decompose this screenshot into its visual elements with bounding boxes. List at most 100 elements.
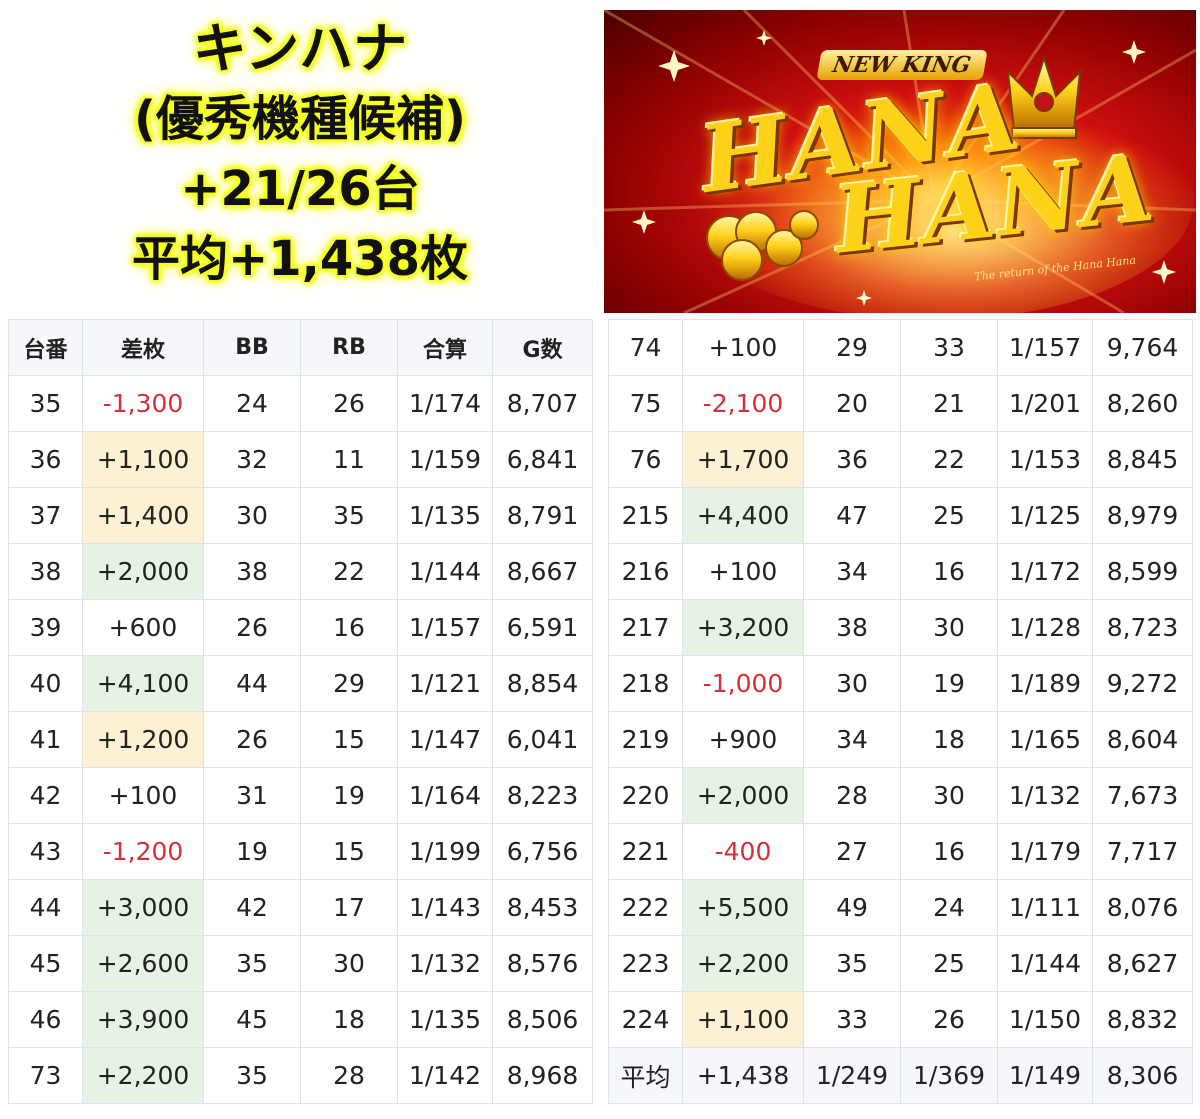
- cell-combined-rate: 1/157: [997, 319, 1093, 376]
- table-row: 222 +5,500 49 24 1/111 8,076: [608, 879, 1193, 936]
- cell-game-count: 7,717: [1092, 823, 1193, 880]
- cell-machine-number: 43: [8, 823, 83, 880]
- cell-machine-number: 45: [8, 935, 83, 992]
- cell-rb-count: 22: [300, 543, 398, 600]
- cell-combined-rate: 1/149: [997, 1047, 1093, 1104]
- cell-difference: +100: [82, 767, 204, 824]
- cell-difference: +1,100: [82, 431, 204, 488]
- cell-difference: +100: [682, 543, 804, 600]
- cell-machine-number: 73: [8, 1047, 83, 1104]
- cell-combined-rate: 1/153: [997, 431, 1093, 488]
- cell-bb-count: 44: [203, 655, 301, 712]
- cell-difference: -2,100: [682, 375, 804, 432]
- cell-rb-count: 15: [300, 823, 398, 880]
- cell-machine-number: 75: [608, 375, 683, 432]
- cell-rb-count: 30: [900, 767, 998, 824]
- header-difference: 差枚: [82, 319, 204, 376]
- cell-bb-count: 38: [203, 543, 301, 600]
- cell-game-count: 8,306: [1092, 1047, 1193, 1104]
- title-average: 平均+1,438枚: [131, 231, 469, 287]
- table-row: 41 +1,200 26 15 1/147 6,041: [8, 711, 593, 768]
- title-category: (優秀機種候補): [134, 91, 466, 147]
- cell-rb-count: 30: [900, 599, 998, 656]
- hibiscus-flower-icon: [706, 210, 819, 281]
- cell-machine-number: 223: [608, 935, 683, 992]
- cell-game-count: 8,506: [492, 991, 593, 1048]
- cell-difference: +4,100: [82, 655, 204, 712]
- cell-bb-count: 29: [803, 319, 901, 376]
- header-games: G数: [492, 319, 593, 376]
- cell-combined-rate: 1/144: [397, 543, 493, 600]
- table-row: 39 +600 26 16 1/157 6,591: [8, 599, 593, 656]
- cell-machine-number: 221: [608, 823, 683, 880]
- cell-game-count: 8,979: [1092, 487, 1193, 544]
- cell-machine-number: 46: [8, 991, 83, 1048]
- table-row: 44 +3,000 42 17 1/143 8,453: [8, 879, 593, 936]
- cell-difference: -400: [682, 823, 804, 880]
- cell-rb-count: 1/369: [900, 1047, 998, 1104]
- cell-game-count: 8,599: [1092, 543, 1193, 600]
- cell-combined-rate: 1/135: [397, 487, 493, 544]
- table-row: 219 +900 34 18 1/165 8,604: [608, 711, 1193, 768]
- cell-combined-rate: 1/143: [397, 879, 493, 936]
- average-row: 平均 +1,438 1/249 1/369 1/149 8,306: [608, 1047, 1193, 1104]
- cell-rb-count: 29: [300, 655, 398, 712]
- table-row: 224 +1,100 33 26 1/150 8,832: [608, 991, 1193, 1048]
- table-header-row: 台番 差枚 BB RB 合算 G数: [8, 319, 593, 376]
- cell-bb-count: 33: [803, 991, 901, 1048]
- table-row: 36 +1,100 32 11 1/159 6,841: [8, 431, 593, 488]
- cell-bb-count: 24: [203, 375, 301, 432]
- table-row: 217 +3,200 38 30 1/128 8,723: [608, 599, 1193, 656]
- cell-combined-rate: 1/199: [397, 823, 493, 880]
- cell-machine-number: 76: [608, 431, 683, 488]
- cell-game-count: 8,968: [492, 1047, 593, 1104]
- cell-difference: +1,438: [682, 1047, 804, 1104]
- cell-machine-number: 216: [608, 543, 683, 600]
- cell-machine-number: 40: [8, 655, 83, 712]
- cell-game-count: 8,845: [1092, 431, 1193, 488]
- table-row: 218 -1,000 30 19 1/189 9,272: [608, 655, 1193, 712]
- cell-rb-count: 25: [900, 487, 998, 544]
- cell-game-count: 8,223: [492, 767, 593, 824]
- cell-game-count: 7,673: [1092, 767, 1193, 824]
- cell-game-count: 8,576: [492, 935, 593, 992]
- cell-game-count: 8,832: [1092, 991, 1193, 1048]
- header-combined: 合算: [397, 319, 493, 376]
- cell-combined-rate: 1/128: [997, 599, 1093, 656]
- cell-bb-count: 1/249: [803, 1047, 901, 1104]
- cell-rb-count: 16: [900, 823, 998, 880]
- cell-machine-number: 37: [8, 487, 83, 544]
- table-row: 37 +1,400 30 35 1/135 8,791: [8, 487, 593, 544]
- table-row: 46 +3,900 45 18 1/135 8,506: [8, 991, 593, 1048]
- cell-game-count: 8,854: [492, 655, 593, 712]
- cell-difference: +1,200: [82, 711, 204, 768]
- table-row: 220 +2,000 28 30 1/132 7,673: [608, 767, 1193, 824]
- cell-game-count: 9,272: [1092, 655, 1193, 712]
- cell-machine-number: 35: [8, 375, 83, 432]
- table-row: 38 +2,000 38 22 1/144 8,667: [8, 543, 593, 600]
- logo-artwork: [604, 10, 1196, 313]
- cell-bb-count: 19: [203, 823, 301, 880]
- title-machine-name: キンハナ: [192, 17, 408, 80]
- crown-icon: [1006, 54, 1082, 139]
- cell-game-count: 8,707: [492, 375, 593, 432]
- cell-difference: +2,200: [682, 935, 804, 992]
- cell-combined-rate: 1/147: [397, 711, 493, 768]
- table-row: 74 +100 29 33 1/157 9,764: [608, 319, 1193, 376]
- cell-rb-count: 19: [300, 767, 398, 824]
- cell-combined-rate: 1/174: [397, 375, 493, 432]
- cell-combined-rate: 1/121: [397, 655, 493, 712]
- cell-bb-count: 49: [803, 879, 901, 936]
- cell-bb-count: 28: [803, 767, 901, 824]
- cell-game-count: 6,591: [492, 599, 593, 656]
- cell-combined-rate: 1/142: [397, 1047, 493, 1104]
- cell-game-count: 8,627: [1092, 935, 1193, 992]
- table-row: 76 +1,700 36 22 1/153 8,845: [608, 431, 1193, 488]
- cell-rb-count: 33: [900, 319, 998, 376]
- cell-machine-number: 41: [8, 711, 83, 768]
- cell-game-count: 8,076: [1092, 879, 1193, 936]
- cell-machine-number: 平均: [608, 1047, 683, 1104]
- sparkle-icons: [632, 30, 1176, 306]
- cell-combined-rate: 1/125: [997, 487, 1093, 544]
- cell-rb-count: 35: [300, 487, 398, 544]
